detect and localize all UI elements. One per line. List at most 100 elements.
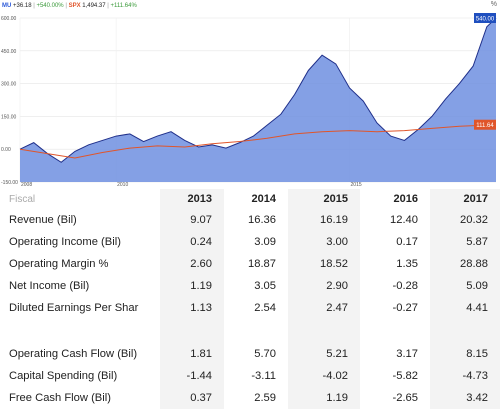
y-tick-label: 300.00 [1,82,17,88]
cell-value: -3.11 [251,370,276,382]
cell-value: 4.41 [430,297,500,319]
table-row: Free Cash Flow (Bil) 0.37 2.59 1.19 -2.65 3.4… [0,387,500,409]
y-tick-label: 150.00 [1,114,17,120]
spacer-cell [0,319,160,343]
chart-svg: 600.00 450.00 300.00 150.00 0.00 -150.00 2008 2… [1,13,497,187]
y-tick-label: 600.00 [1,16,17,22]
legend-spx-symbol[interactable]: SPX [68,3,81,9]
row-label: Capital Spending (Bil) [9,370,118,382]
cell-value: -4.73 [430,365,500,387]
spacer-cell [360,319,430,343]
row-label: Operating Cash Flow (Bil) [9,348,138,360]
spacer-cell [224,319,288,343]
legend-spx-change: +111.64% [110,3,137,9]
row-label: Diluted Earnings Per Shar [9,302,139,314]
table-row: Operating Cash Flow (Bil) 1.81 5.70 5.21 3.1… [0,343,500,365]
cell-value: 16.36 [248,214,276,226]
table-row: Revenue (Bil) 9.07 16.36 16.19 12.40 20.32 [0,209,500,231]
y-tick-label: 450.00 [1,49,17,55]
year-header[interactable]: 2014 [251,193,276,205]
cell-value: 2.47 [288,297,360,319]
percent-icon[interactable]: % [490,1,497,8]
spx-end-label: 111.64 [474,119,496,130]
legend-mu-price: +36.18 [13,3,32,9]
spacer-cell [430,319,500,343]
cell-value: 1.13 [160,297,224,319]
end-label-text: 111.64 [476,123,494,129]
row-label: Free Cash Flow (Bil) [9,392,111,404]
cell-value: 3.00 [288,231,360,253]
legend-mu-change: +540.00% [36,3,64,9]
cell-value: 1.19 [160,275,224,297]
year-header[interactable]: 2015 [288,189,360,209]
financials-table: Fiscal 2013 2014 2015 2016 2017 Revenue (Bil) 9… [0,189,500,410]
y-tick-label: 0.00 [1,147,11,153]
spacer-row [0,319,500,343]
cell-value: 5.09 [430,275,500,297]
legend-separator: | [107,3,109,9]
spacer-cell [160,319,224,343]
row-label: Net Income (Bil) [9,280,90,292]
performance-chart[interactable]: 600.00 450.00 300.00 150.00 0.00 -150.00 2008 2… [0,12,500,187]
cell-value: 0.37 [160,387,224,409]
cell-value: 2.54 [254,302,276,314]
x-tick-label: 2015 [351,182,362,187]
table-row: Capital Spending (Bil) -1.44 -3.11 -4.02 -5.… [0,365,500,387]
cell-value: 5.21 [288,343,360,365]
table-row: Operating Margin % 2.60 18.87 18.52 1.35 28.8… [0,253,500,275]
cell-value: 5.87 [430,231,500,253]
mu-area [20,18,496,182]
cell-value: 16.19 [288,209,360,231]
header-label: Fiscal [9,193,36,205]
mu-end-label: 540.00 [474,13,496,23]
chart-legend: MU +36.18 | +540.00% | SPX 1,494.37 | +1… [2,2,137,12]
legend-mu-symbol[interactable]: MU [2,3,12,9]
row-label: Operating Income (Bil) [9,236,121,248]
mu-line [19,17,497,163]
cell-value: -0.27 [392,302,419,314]
cell-value: -5.82 [392,370,419,382]
table-row: Diluted Earnings Per Shar 1.13 2.54 2.47 -0.… [0,297,500,319]
cell-value: 2.59 [254,392,276,404]
cell-value: 18.52 [288,253,360,275]
cell-value: -4.02 [288,365,360,387]
table-header-row: Fiscal 2013 2014 2015 2016 2017 [0,189,500,209]
spx-line [19,124,497,159]
cell-value: 2.90 [288,275,360,297]
cell-value: 3.05 [254,280,276,292]
cell-value: -2.65 [392,392,419,404]
cell-value: 3.09 [254,236,276,248]
spacer-cell [288,319,360,343]
year-header[interactable]: 2013 [160,189,224,209]
cell-value: 1.81 [160,343,224,365]
cell-value: 20.32 [430,209,500,231]
row-label: Revenue (Bil) [9,214,77,226]
year-header[interactable]: 2016 [393,193,418,205]
cell-value: 3.42 [430,387,500,409]
end-label-text: 540.00 [476,17,495,23]
legend-spx-price: 1,494.37 [82,3,106,9]
cell-value: 8.15 [430,343,500,365]
cell-value: 9.07 [160,209,224,231]
y-tick-label: -150.00 [1,180,18,186]
cell-value: 12.40 [390,214,418,226]
cell-value: 3.17 [396,348,418,360]
cell-value: 5.70 [254,348,276,360]
cell-value: 2.60 [160,253,224,275]
x-tick-label: 2008 [21,182,32,187]
x-tick-label: 2010 [117,182,128,187]
cell-value: 18.87 [248,258,276,270]
cell-value: 1.19 [288,387,360,409]
financials-grid: Fiscal 2013 2014 2015 2016 2017 Revenue (Bil) 9… [0,189,500,409]
table-row: Net Income (Bil) 1.19 3.05 2.90 -0.28 5.09 [0,275,500,297]
legend-separator: | [33,3,35,9]
year-header[interactable]: 2017 [430,189,500,209]
cell-value: -1.44 [160,365,224,387]
row-label: Operating Margin % [9,258,109,270]
cell-value: 0.17 [396,236,418,248]
cell-value: 0.24 [160,231,224,253]
cell-value: 1.35 [396,258,418,270]
cell-value: 28.88 [430,253,500,275]
cell-value: -0.28 [392,280,419,292]
legend-separator: | [65,3,67,9]
